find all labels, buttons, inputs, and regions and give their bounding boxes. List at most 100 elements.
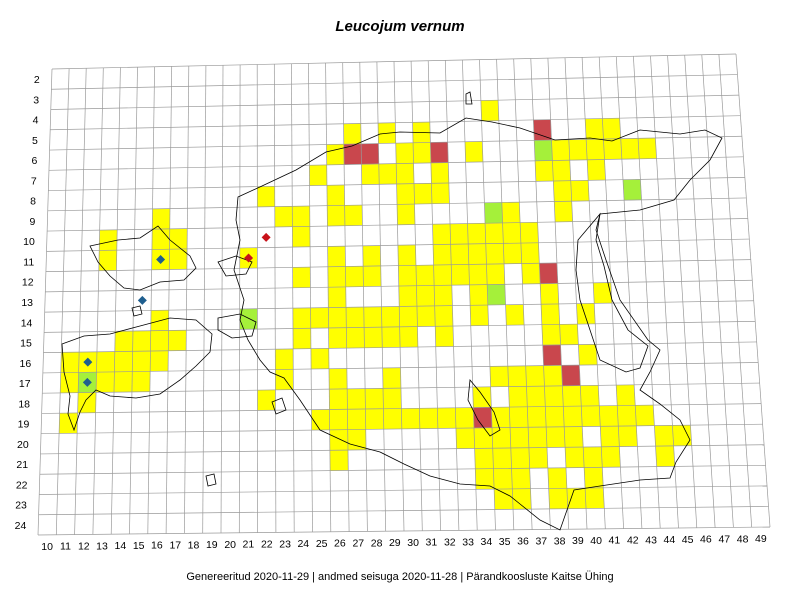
y-axis-label: 20 <box>17 439 29 451</box>
grid-cell-15-16 <box>132 351 151 372</box>
x-axis-label: 43 <box>645 534 657 546</box>
grid-cell-32-8 <box>431 183 450 204</box>
grid-cell-27-12 <box>345 266 364 287</box>
grid-cell-32-12 <box>433 264 452 286</box>
islet <box>465 91 473 105</box>
x-axis-label: 49 <box>755 533 767 545</box>
muhu-coastline <box>217 313 257 339</box>
grid-cell-24-9 <box>292 206 310 227</box>
grid-cell-23-9 <box>274 206 293 227</box>
coastline-outline <box>61 91 723 531</box>
map-title: Leucojum vernum <box>335 18 465 35</box>
grid-cell-28-18 <box>365 388 384 409</box>
grid-cell-16-16 <box>150 350 169 372</box>
red-diamond-marker <box>244 253 254 263</box>
grid-cell-40-14 <box>576 303 596 325</box>
y-axis-label: 6 <box>31 155 37 167</box>
grid-line-horizontal <box>48 177 745 191</box>
grid-cell-17-15 <box>168 330 187 351</box>
grid-cell-11-16 <box>60 352 80 373</box>
grid-cell-39-18 <box>562 385 582 407</box>
grid-cell-29-19 <box>383 408 402 430</box>
grid-line-horizontal <box>41 423 763 435</box>
grid-cell-27-18 <box>347 388 366 410</box>
grid-cell-35-10 <box>485 222 504 244</box>
grid-cell-39-17 <box>561 365 581 386</box>
grid-cell-30-6 <box>395 142 414 164</box>
grid-cell-25-7 <box>309 164 327 186</box>
y-axis-label: 3 <box>33 94 39 106</box>
x-axis-label: 32 <box>444 537 456 549</box>
grid-cell-22-18 <box>257 389 276 411</box>
grid-cell-38-19 <box>545 406 565 427</box>
grid-cell-35-4 <box>480 100 499 121</box>
x-axis-label: 21 <box>243 539 255 551</box>
grid-cell-39-20 <box>564 426 584 448</box>
grid-line-vertical <box>598 56 624 529</box>
grid-cell-30-13 <box>398 285 417 307</box>
grid-cell-33-12 <box>451 264 470 286</box>
grid-cell-33-20 <box>455 428 475 449</box>
grid-cell-40-23 <box>585 487 605 509</box>
grid-cell-34-19 <box>473 407 492 428</box>
grid-line-horizontal <box>43 341 757 354</box>
y-axis-label: 19 <box>18 419 30 431</box>
grid-cell-26-8 <box>327 185 345 206</box>
x-axis-label: 28 <box>371 537 383 549</box>
y-axis-label: 7 <box>31 175 37 187</box>
grid-line-vertical <box>667 55 698 528</box>
grid-line-horizontal <box>38 506 769 516</box>
grid-cell-34-20 <box>474 427 493 449</box>
grid-cell-32-10 <box>432 223 451 245</box>
grid-cell-35-17 <box>489 366 509 387</box>
vormsi-coastline <box>217 255 253 277</box>
grid-cell-27-20 <box>347 429 367 450</box>
grid-cell-35-20 <box>492 427 511 449</box>
grid-cell-35-21 <box>492 448 512 469</box>
grid-line-vertical <box>273 64 277 533</box>
x-axis-label: 37 <box>535 536 547 548</box>
y-axis-label: 11 <box>23 257 34 269</box>
grid-cell-40-8 <box>570 180 590 202</box>
map-grid <box>37 53 771 536</box>
x-axis-label: 29 <box>389 537 401 549</box>
x-axis-label: 24 <box>297 538 309 550</box>
grid-line-vertical <box>427 60 441 531</box>
y-axis-label: 15 <box>20 338 32 350</box>
grid-line-vertical <box>735 53 771 528</box>
grid-cell-32-19 <box>437 407 456 429</box>
ruhnu-coastline <box>205 473 217 487</box>
grid-cell-30-11 <box>397 244 416 266</box>
grid-cell-35-19 <box>491 407 511 428</box>
grid-cell-31-8 <box>414 183 432 205</box>
grid-cell-39-8 <box>553 180 572 202</box>
grid-cell-30-8 <box>396 183 415 205</box>
grid-cell-32-15 <box>435 326 454 347</box>
grid-line-vertical <box>92 67 104 535</box>
grid-cell-28-15 <box>364 327 383 348</box>
grid-line-horizontal <box>47 218 748 232</box>
x-axis-label: 42 <box>627 535 639 547</box>
grid-line-horizontal <box>39 464 766 475</box>
grid-cell-35-13 <box>487 284 506 305</box>
x-axis-label: 39 <box>572 535 584 547</box>
grid-line-horizontal <box>42 362 759 374</box>
x-axis-label: 26 <box>334 538 346 550</box>
grid-cell-36-19 <box>509 406 529 428</box>
grid-line-horizontal <box>39 485 768 495</box>
grid-cell-41-20 <box>600 426 620 447</box>
grid-line-vertical <box>530 58 551 530</box>
grid-cell-13-16 <box>96 351 115 373</box>
grid-cell-38-5 <box>533 119 552 141</box>
grid-line-vertical <box>410 61 423 531</box>
grid-cell-37-19 <box>527 406 547 428</box>
grid-cell-35-22 <box>493 468 513 490</box>
grid-cell-36-9 <box>501 202 521 223</box>
grid-line-horizontal <box>37 526 771 536</box>
grid-cell-38-20 <box>546 426 566 448</box>
x-axis-label: 36 <box>517 536 529 548</box>
grid-cell-26-6 <box>326 144 345 165</box>
saaremaa-coastline <box>61 317 213 432</box>
grid-cell-40-18 <box>580 385 600 407</box>
